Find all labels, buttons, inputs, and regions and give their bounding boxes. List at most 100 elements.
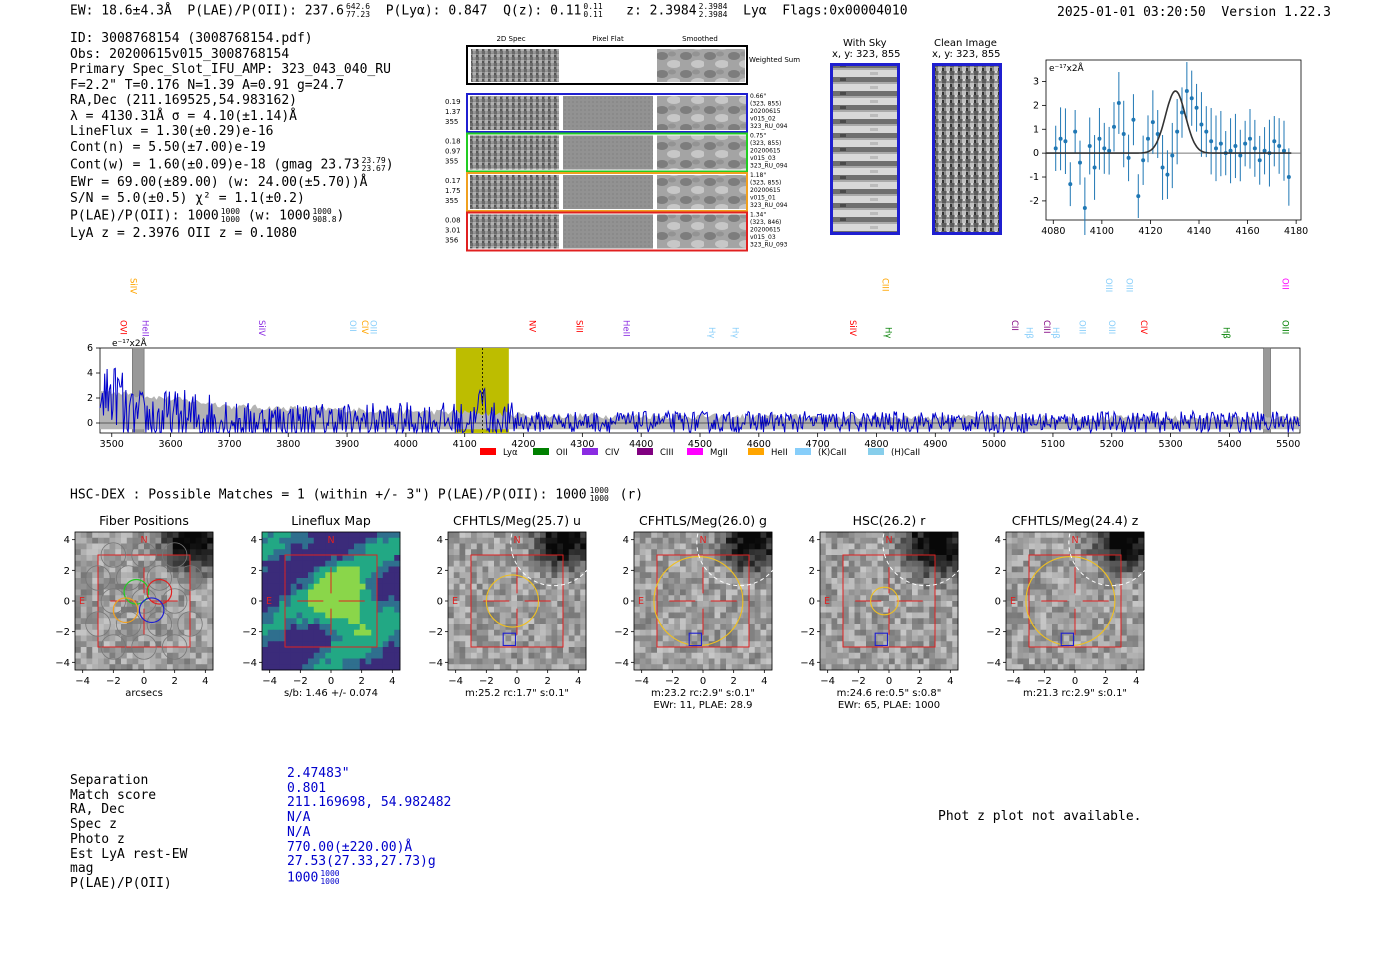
panel-pixel [657, 601, 664, 608]
panel-pixel [685, 532, 692, 539]
hsc-title-hi: 1000 [589, 486, 609, 495]
panel-pixel [92, 635, 99, 642]
panel-pixel [1109, 647, 1116, 654]
panel-pixel [308, 647, 315, 654]
panel-pixel [737, 664, 744, 671]
panel-pixel [285, 595, 292, 602]
panel-pixel [528, 601, 535, 608]
panel-pixel [262, 595, 269, 602]
panel-pixel [144, 543, 151, 550]
panel-pixel [540, 549, 547, 556]
panel-pixel [680, 624, 687, 631]
panel-pixel [354, 601, 361, 608]
panel-pixel [545, 601, 552, 608]
panel-pixel [651, 555, 658, 562]
panel-caption: s/b: 1.46 +/- 0.074 [284, 688, 378, 699]
panel-pixel [167, 532, 174, 539]
panel-pixel [831, 572, 838, 579]
panel-pixel [685, 647, 692, 654]
panel-caption: m:21.3 rc:2.9" s:0.1" [1023, 688, 1127, 699]
panel-pixel [708, 618, 715, 625]
panel-pixel [109, 537, 116, 544]
panel-pixel [674, 595, 681, 602]
panel-pixel [394, 664, 401, 671]
panel-pixel [1006, 612, 1013, 619]
panel-pixel [883, 612, 890, 619]
panel-pixel [126, 641, 133, 648]
panel-pixel [760, 647, 767, 654]
panel-pixel [1023, 578, 1030, 585]
panel-pixel [313, 606, 320, 613]
panel-pixel [743, 589, 750, 596]
panel-pixel [848, 641, 855, 648]
panel-pixel [731, 647, 738, 654]
panel-pixel [161, 549, 168, 556]
panel-pixel [848, 635, 855, 642]
panel-pixel [195, 601, 202, 608]
panel-pixel [568, 595, 575, 602]
panel-pixel [75, 583, 82, 590]
panel-pixel [580, 595, 587, 602]
panel-pixel [377, 658, 384, 665]
panel-pixel [522, 532, 529, 539]
panel-pixel [388, 532, 395, 539]
panel-pixel [820, 578, 827, 585]
panel-pixel [1029, 629, 1036, 636]
panel-pixel [743, 566, 750, 573]
panel-pixel [1132, 629, 1139, 636]
panel-pixel [766, 555, 773, 562]
panel-pixel [190, 635, 197, 642]
panel-pixel [1115, 647, 1122, 654]
panel-pixel [190, 641, 197, 648]
panel-pixel [720, 566, 727, 573]
panel-pixel [348, 618, 355, 625]
panel-pixel [825, 555, 832, 562]
panel-pixel [471, 658, 478, 665]
panel-pixel [149, 664, 156, 671]
panel-pixel [1098, 543, 1105, 550]
match-value-separation: 2.47483" [287, 766, 350, 781]
panel-pixel [348, 555, 355, 562]
panel-pixel [820, 601, 827, 608]
cutout-left-label: 355 [445, 118, 458, 126]
panel-pixel [1034, 601, 1041, 608]
panel-pixel [207, 583, 214, 590]
panel-pixel [708, 606, 715, 613]
match-value-ew: 770.00(±220.00)Å [287, 839, 413, 855]
panel-pixel [912, 629, 919, 636]
header-z-lo: 2.3984 [698, 10, 728, 19]
panel-pixel [92, 624, 99, 631]
spectrum-line-label: NV [526, 320, 536, 332]
panel-pixel [388, 566, 395, 573]
panel-ytick-label: 4 [809, 535, 815, 546]
panel-pixel [109, 629, 116, 636]
panel-pixel [940, 583, 947, 590]
panel-pixel [109, 555, 116, 562]
panel-pixel [313, 635, 320, 642]
north-label: N [140, 535, 147, 546]
panel-pixel [167, 647, 174, 654]
panel-pixel [917, 572, 924, 579]
panel-pixel [825, 560, 832, 567]
panel-pixel [1092, 595, 1099, 602]
panel-ytick-label: 4 [251, 535, 257, 546]
panel-pixel [126, 629, 133, 636]
panel-pixel [201, 635, 208, 642]
panel-pixel [946, 572, 953, 579]
panel-pixel [1092, 635, 1099, 642]
panel-pixel [935, 572, 942, 579]
fit-point [1180, 110, 1184, 115]
panel-pixel [336, 537, 343, 544]
panel-pixel [155, 578, 162, 585]
panel-pixel [1034, 572, 1041, 579]
panel-pixel [476, 606, 483, 613]
spectrum-xtick-label: 5100 [1041, 439, 1065, 450]
panel-pixel [1075, 555, 1082, 562]
panel-pixel [382, 566, 389, 573]
panel-pixel [883, 618, 890, 625]
panel-pixel [912, 532, 919, 539]
panel-pixel [726, 595, 733, 602]
panel-pixel [184, 572, 191, 579]
panel-pixel [1103, 641, 1110, 648]
aperture-box [97, 554, 191, 648]
